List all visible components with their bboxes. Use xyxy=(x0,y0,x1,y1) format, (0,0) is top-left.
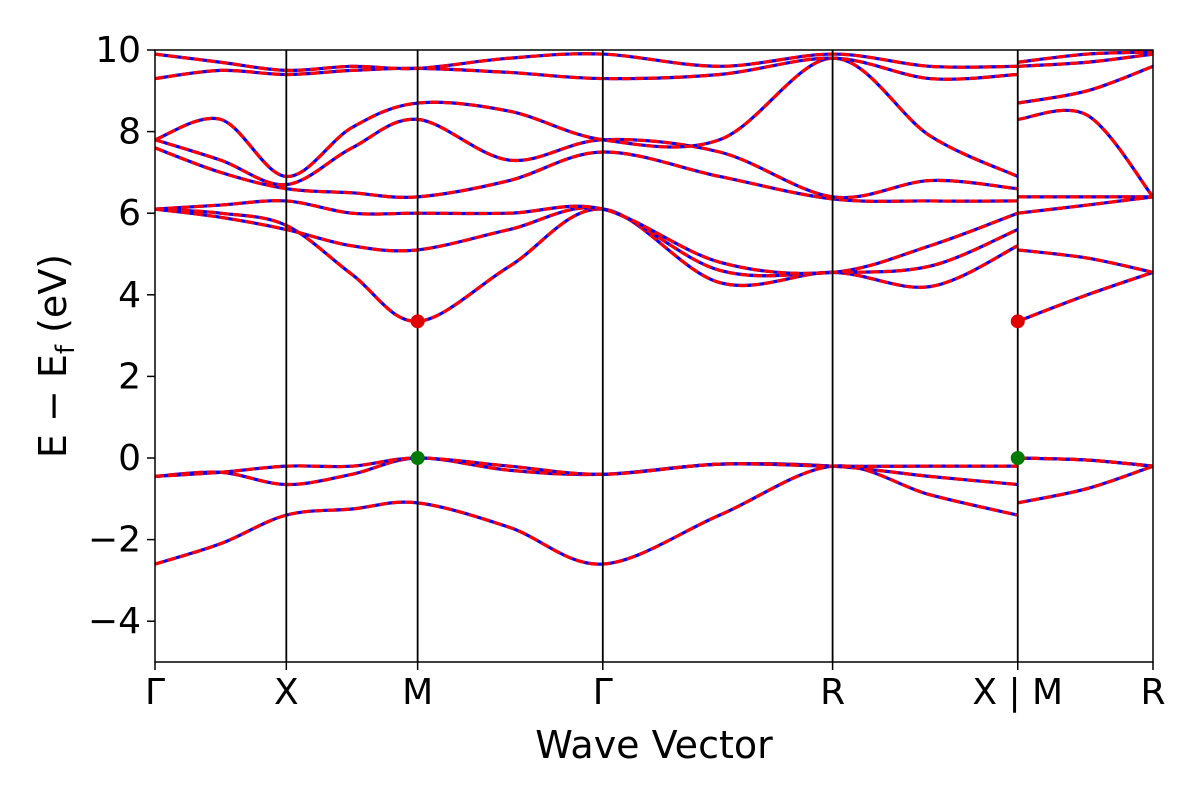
y-tick-label-4: 4 xyxy=(118,275,141,316)
y-axis-label-subscript: f xyxy=(51,344,81,354)
band-6 xyxy=(155,146,1153,203)
x-tick-label-4: R xyxy=(820,672,845,713)
y-tick-label-3: 2 xyxy=(118,356,141,397)
plot-frame xyxy=(154,49,1154,663)
y-tick-label-1: −2 xyxy=(88,520,141,561)
band-3 xyxy=(155,207,1153,323)
band-7 xyxy=(155,108,1153,200)
y-tick-label-6: 8 xyxy=(118,112,141,153)
band-0 xyxy=(155,464,1153,566)
band-2 xyxy=(155,456,1153,478)
x-tick-label-2: M xyxy=(402,672,433,713)
x-axis-label: Wave Vector xyxy=(535,723,773,767)
extremum-markers xyxy=(410,314,1025,465)
high-symmetry-lines xyxy=(285,50,1019,662)
y-tick-label-5: 6 xyxy=(118,193,141,234)
band-8 xyxy=(155,56,1153,179)
x-tick-label-5: X | M xyxy=(972,672,1063,713)
cbm-marker-0 xyxy=(410,314,425,329)
cbm-marker-1 xyxy=(1010,314,1025,329)
x-tick-label-0: Γ xyxy=(145,672,165,713)
y-tick-label-2: 0 xyxy=(118,438,141,479)
y-axis-label-unit: (eV) xyxy=(31,254,75,345)
band-4 xyxy=(155,206,1153,278)
vbm-marker-3 xyxy=(1010,451,1025,465)
vbm-marker-2 xyxy=(410,451,425,465)
y-tick-label-0: −4 xyxy=(88,601,141,642)
y-axis-label: E − Ef (eV) xyxy=(31,254,81,458)
band-lines xyxy=(155,50,1153,566)
band-10 xyxy=(155,50,1153,73)
x-tick-label-1: X xyxy=(274,672,299,713)
band-6-base xyxy=(155,146,1153,203)
y-axis-label-main: E − E xyxy=(31,354,75,458)
x-tick-label-6: R xyxy=(1140,672,1165,713)
band-3-base xyxy=(155,207,1153,323)
y-axis-ticks: −4 −2 0 2 4 6 8 10 xyxy=(88,30,155,642)
x-axis-ticks: Γ X M Γ R X | M R xyxy=(145,662,1166,713)
x-tick-label-3: Γ xyxy=(593,672,613,713)
band-5 xyxy=(155,195,1153,275)
band-9 xyxy=(155,52,1153,81)
y-tick-label-7: 10 xyxy=(95,30,141,71)
band-7-base xyxy=(155,108,1153,200)
